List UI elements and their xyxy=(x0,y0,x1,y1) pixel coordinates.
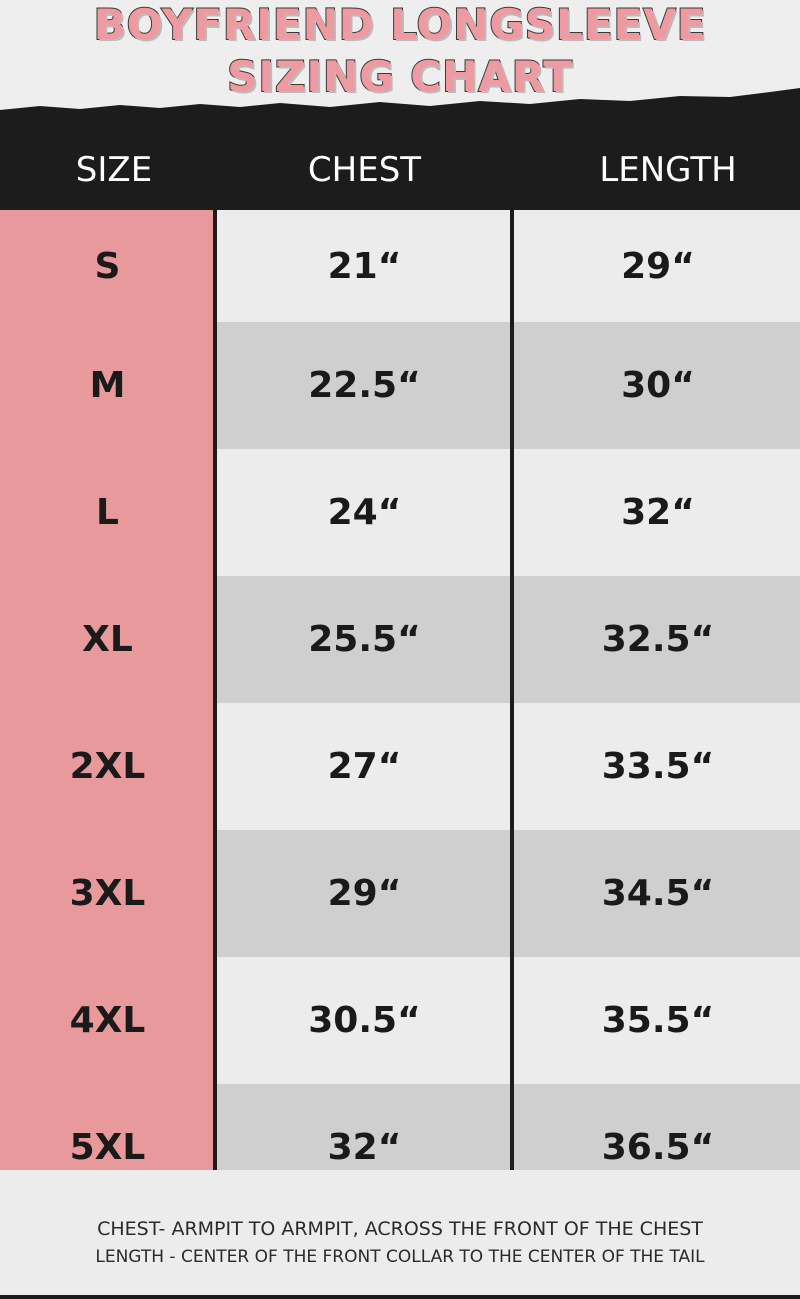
size-cell: 3XL xyxy=(0,830,215,957)
size-cell: M xyxy=(0,322,215,449)
size-cell: 4XL xyxy=(0,957,215,1084)
table-row: S 21“ 29“ xyxy=(0,210,800,322)
length-cell: 32“ xyxy=(621,492,695,533)
footer-notes xyxy=(0,1170,800,1295)
title-line-2: SIZING CHART xyxy=(226,51,573,102)
table-row: M 22.5“ 30“ xyxy=(0,322,800,449)
length-cell: 30“ xyxy=(621,365,695,406)
chest-cell: 25.5“ xyxy=(308,619,421,660)
table-row: 2XL 27“ 33.5“ xyxy=(0,703,800,830)
chest-cell: 24“ xyxy=(327,492,402,533)
header-length: LENGTH xyxy=(599,150,737,190)
chest-cell: 22.5“ xyxy=(308,365,421,406)
header-chest: CHEST xyxy=(307,150,422,190)
table-row: XL 25.5“ 32.5“ xyxy=(0,576,800,703)
column-divider xyxy=(213,210,217,1195)
length-cell: 36.5“ xyxy=(601,1127,715,1168)
size-cell: S xyxy=(0,210,215,322)
length-cell: 34.5“ xyxy=(601,873,715,914)
table-row: 4XL 30.5“ 35.5“ xyxy=(0,957,800,1084)
chest-cell: 27“ xyxy=(327,746,402,787)
size-cell: 2XL xyxy=(0,703,215,830)
bottom-border xyxy=(0,1295,800,1299)
column-divider xyxy=(510,210,514,1195)
length-cell: 29“ xyxy=(621,245,695,287)
header-size: SIZE xyxy=(75,150,153,190)
table-row: 3XL 29“ 34.5“ xyxy=(0,830,800,957)
length-cell: 32.5“ xyxy=(601,619,715,660)
table-header xyxy=(0,110,800,212)
chest-cell: 21“ xyxy=(327,245,402,287)
length-cell: 35.5“ xyxy=(601,1000,715,1041)
note-chest: CHEST- ARMPIT TO ARMPIT, ACROSS THE FRON… xyxy=(97,1218,703,1240)
chest-cell: 29“ xyxy=(327,873,402,914)
size-cell: L xyxy=(0,449,215,576)
note-length: LENGTH - CENTER OF THE FRONT COLLAR TO T… xyxy=(95,1247,705,1267)
title-line-1: BOYFRIEND LONGSLEEVE xyxy=(93,0,707,50)
torn-edge-top xyxy=(0,88,800,118)
size-cell: XL xyxy=(0,576,215,703)
length-cell: 33.5“ xyxy=(601,746,715,787)
table-row: L 24“ 32“ xyxy=(0,449,800,576)
chest-cell: 32“ xyxy=(327,1127,402,1168)
chest-cell: 30.5“ xyxy=(308,1000,421,1041)
